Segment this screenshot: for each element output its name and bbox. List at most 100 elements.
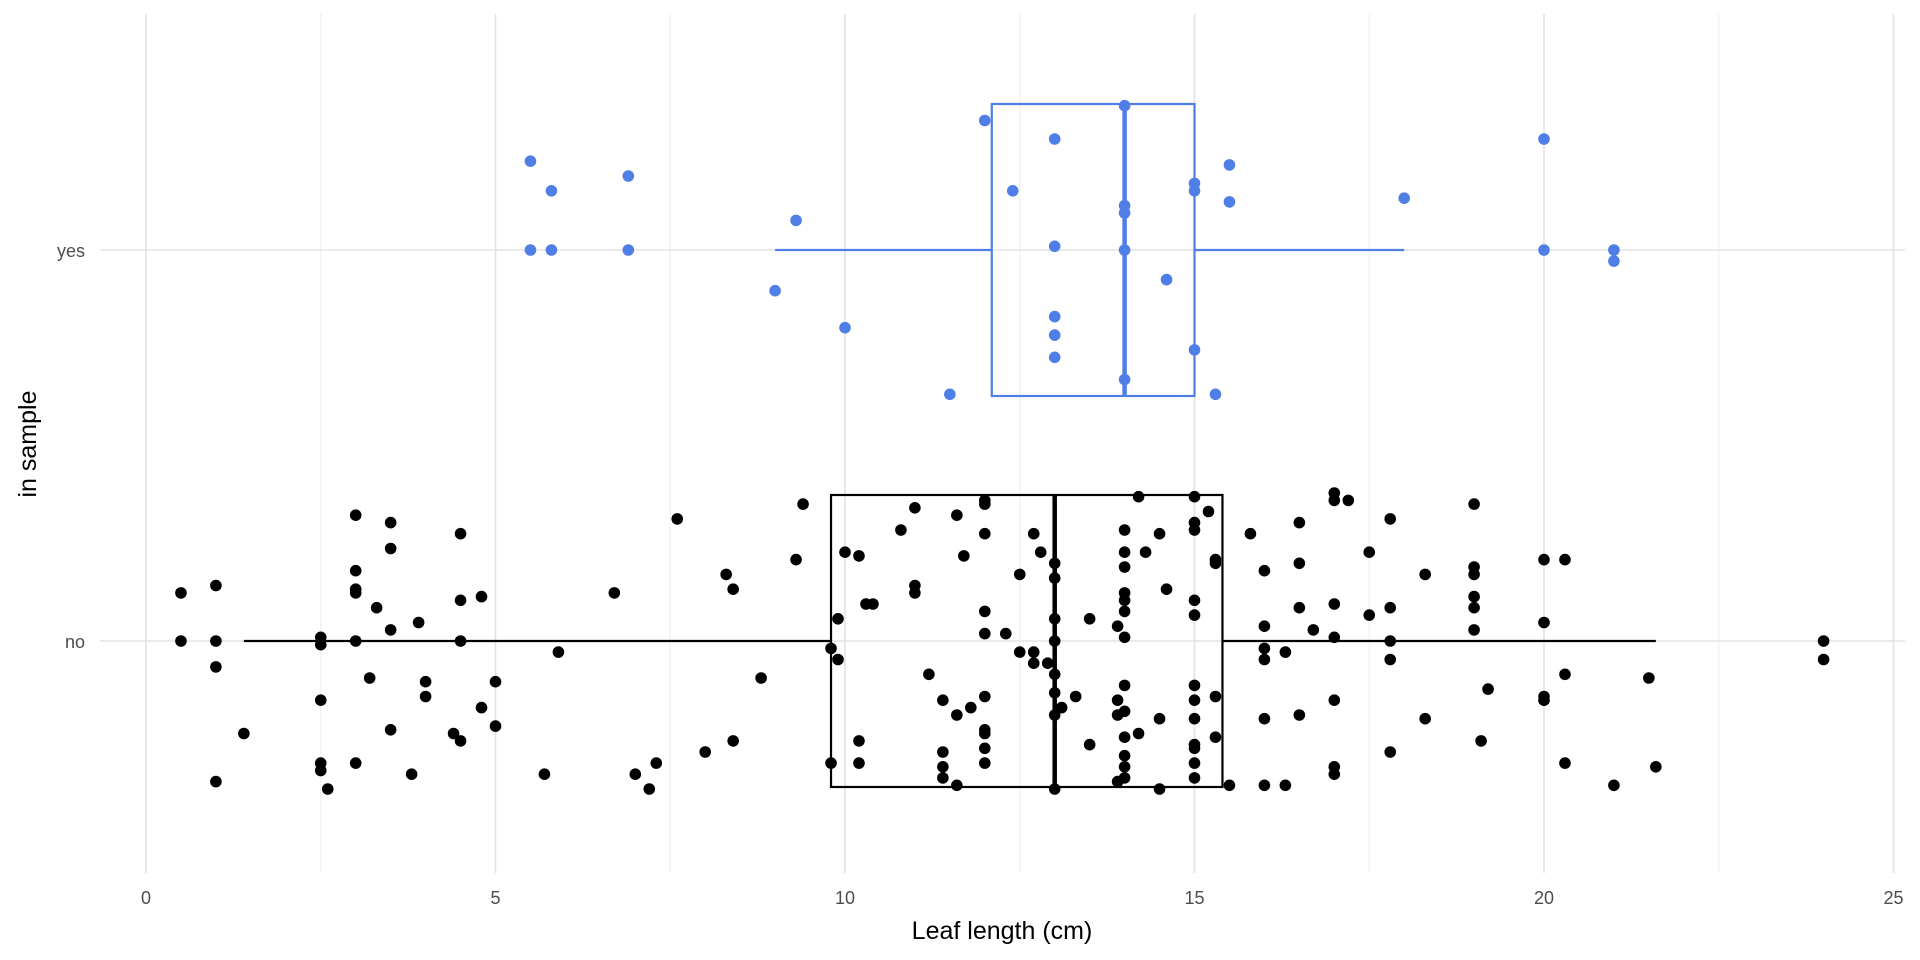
data-point-no [175,587,187,599]
data-point-no [755,672,767,684]
data-point-yes [839,321,851,334]
data-point-no [1643,672,1655,684]
data-point-no [958,550,970,562]
data-point-no [454,635,467,647]
data-point-no [489,675,502,688]
data-point-no [979,757,991,769]
data-point-no [1041,657,1054,669]
data-point-no [790,553,802,566]
data-point-no [1468,601,1480,614]
data-point-no [1132,490,1145,503]
data-point-yes [1118,244,1131,256]
x-tick-label: 25 [1883,888,1903,908]
data-point-no [1608,779,1620,792]
data-point-no [1307,624,1320,636]
data-point-no [1279,646,1292,658]
x-tick-label: 20 [1534,888,1554,908]
data-point-no [1258,779,1271,792]
data-point-no [349,587,362,599]
data-point-no [1118,761,1131,773]
data-point-yes [1223,196,1236,208]
x-tick-label: 15 [1184,888,1204,908]
data-point-no [1328,694,1341,706]
data-point-yes [769,284,781,297]
data-point-no [412,616,425,629]
data-point-no [1258,620,1271,632]
data-point-no [419,690,432,703]
data-point-no [1202,505,1215,518]
data-point-no [1153,783,1166,795]
data-point-no [1328,598,1341,610]
data-point-no [175,635,187,647]
data-point-no [363,672,376,684]
data-point-no [1083,738,1096,751]
data-point-no [1244,527,1257,540]
data-point-no [1384,746,1397,758]
x-tick-label: 10 [835,888,855,908]
data-point-yes [1048,351,1061,364]
data-point-yes [1160,273,1173,286]
data-point-no [999,627,1012,640]
data-point-no [853,735,865,747]
data-point-no [321,783,334,795]
x-axis-title: Leaf length (cm) [912,917,1093,945]
x-tick-label: 5 [490,888,500,908]
data-point-no [1258,712,1271,725]
data-point-no [839,546,851,558]
jitter-points [175,99,1830,795]
y-tick-label-yes: yes [57,241,85,261]
data-point-no [1188,712,1201,725]
data-point-yes [1048,329,1061,341]
data-point-no [1468,498,1480,510]
data-point-no [1293,601,1306,614]
data-point-no [1118,594,1131,607]
data-point-no [454,527,467,540]
data-point-no [1188,524,1201,536]
x-axis-ticks: 0 5 10 15 20 25 [141,888,1904,908]
data-point-no [1118,605,1131,618]
data-point-no [1209,690,1222,703]
data-point-no [853,550,865,562]
data-point-no [909,587,921,599]
data-point-no [1384,635,1397,647]
data-point-no [1118,561,1131,573]
data-point-yes [1006,185,1019,197]
data-point-no [1139,546,1152,558]
data-point-no [1384,601,1397,614]
data-point-no [1153,712,1166,725]
data-point-no [1384,513,1397,525]
data-point-no [1363,609,1376,621]
data-point-no [1188,594,1201,607]
data-point-no [1188,609,1201,621]
data-point-no [349,757,362,769]
data-point-no [1650,761,1662,773]
data-point-no [447,727,460,740]
data-point-no [1013,646,1026,658]
data-point-no [1027,527,1040,540]
data-point-no [937,761,949,773]
data-point-yes [622,244,635,256]
data-point-no [1419,568,1431,581]
data-point-no [1118,524,1131,536]
data-point-no [349,635,362,647]
data-point-yes [1538,244,1550,256]
data-point-no [1293,557,1306,570]
data-point-no [1328,768,1341,780]
data-point-no [1258,653,1271,666]
data-point-no [1048,783,1061,795]
data-point-no [727,583,739,595]
data-point-no [489,720,502,732]
data-point-no [979,527,991,540]
data-point-no [965,701,977,714]
data-point-no [643,783,656,795]
data-point-yes [545,185,558,197]
data-point-no [650,757,663,769]
data-point-no [1118,772,1131,784]
data-point-no [1027,646,1040,658]
data-point-no [979,627,991,640]
data-point-no [1083,613,1096,625]
box-iqr-no [829,493,1224,789]
data-point-no [1209,557,1222,570]
